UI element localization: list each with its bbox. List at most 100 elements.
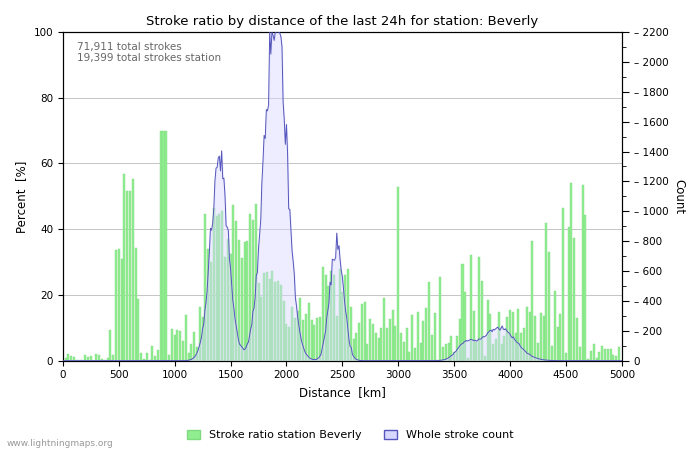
Bar [171, 329, 173, 361]
Bar [473, 311, 475, 361]
Bar [582, 185, 584, 361]
Bar [115, 250, 117, 361]
Bar [523, 328, 525, 361]
Bar [101, 360, 103, 361]
Bar [612, 355, 615, 361]
Bar [300, 298, 302, 361]
Bar [213, 208, 215, 361]
Bar [422, 321, 424, 361]
Bar [428, 282, 430, 361]
Bar [394, 326, 396, 361]
Bar [615, 356, 617, 361]
Bar [545, 223, 547, 361]
Bar [458, 319, 461, 361]
Legend: Stroke ratio station Beverly, Whole stroke count: Stroke ratio station Beverly, Whole stro… [182, 425, 518, 445]
Bar [277, 281, 279, 361]
Bar [475, 342, 477, 361]
Bar [185, 315, 187, 361]
Bar [400, 333, 402, 361]
Bar [568, 227, 570, 361]
X-axis label: Distance  [km]: Distance [km] [299, 386, 386, 399]
Bar [353, 339, 354, 361]
Bar [598, 352, 601, 361]
Bar [230, 254, 232, 361]
Bar [576, 318, 578, 361]
Bar [291, 307, 293, 361]
Bar [565, 354, 567, 361]
Bar [604, 349, 606, 361]
Bar [258, 283, 260, 361]
Bar [492, 344, 494, 361]
Bar [498, 311, 500, 361]
Title: Stroke ratio by distance of the last 24h for station: Beverly: Stroke ratio by distance of the last 24h… [146, 15, 538, 28]
Bar [64, 358, 67, 361]
Y-axis label: Count: Count [672, 179, 685, 214]
Bar [288, 327, 290, 361]
Bar [274, 282, 277, 361]
Bar [241, 258, 243, 361]
Bar [129, 191, 131, 361]
Bar [325, 274, 327, 361]
Bar [478, 257, 480, 361]
Bar [590, 351, 592, 361]
Bar [227, 238, 229, 361]
Bar [607, 349, 609, 361]
Bar [570, 183, 573, 361]
Bar [356, 333, 357, 361]
Bar [193, 333, 195, 361]
Bar [120, 259, 122, 361]
Bar [224, 257, 226, 361]
Bar [336, 315, 338, 361]
Bar [319, 317, 321, 361]
Bar [157, 350, 159, 361]
Bar [554, 291, 556, 361]
Bar [148, 360, 150, 361]
Bar [517, 309, 519, 361]
Bar [520, 333, 522, 361]
Bar [347, 269, 349, 361]
Bar [216, 216, 218, 361]
Bar [526, 307, 528, 361]
Bar [534, 315, 536, 361]
Bar [280, 285, 282, 361]
Bar [196, 347, 198, 361]
Bar [314, 325, 316, 361]
Text: www.lightningmaps.org: www.lightningmaps.org [7, 439, 113, 448]
Bar [132, 179, 134, 361]
Bar [610, 349, 612, 361]
Bar [439, 278, 441, 361]
Bar [210, 262, 212, 361]
Bar [235, 221, 237, 361]
Bar [109, 330, 111, 361]
Bar [84, 355, 86, 361]
Bar [76, 360, 78, 361]
Bar [182, 341, 184, 361]
Bar [106, 358, 108, 361]
Bar [160, 130, 162, 361]
Bar [202, 317, 204, 361]
Bar [297, 311, 299, 361]
Bar [154, 356, 156, 361]
Bar [551, 346, 553, 361]
Bar [134, 248, 136, 361]
Bar [98, 355, 100, 361]
Bar [272, 271, 274, 361]
Bar [286, 324, 288, 361]
Bar [305, 315, 307, 361]
Bar [584, 215, 587, 361]
Bar [444, 344, 447, 361]
Bar [269, 279, 271, 361]
Bar [137, 299, 139, 361]
Bar [411, 315, 413, 361]
Bar [218, 214, 220, 361]
Bar [425, 308, 427, 361]
Bar [433, 313, 435, 361]
Bar [414, 348, 416, 361]
Bar [146, 353, 148, 361]
Bar [402, 342, 405, 361]
Bar [263, 274, 265, 361]
Bar [442, 347, 444, 361]
Bar [168, 355, 170, 361]
Bar [330, 270, 332, 361]
Bar [372, 324, 374, 361]
